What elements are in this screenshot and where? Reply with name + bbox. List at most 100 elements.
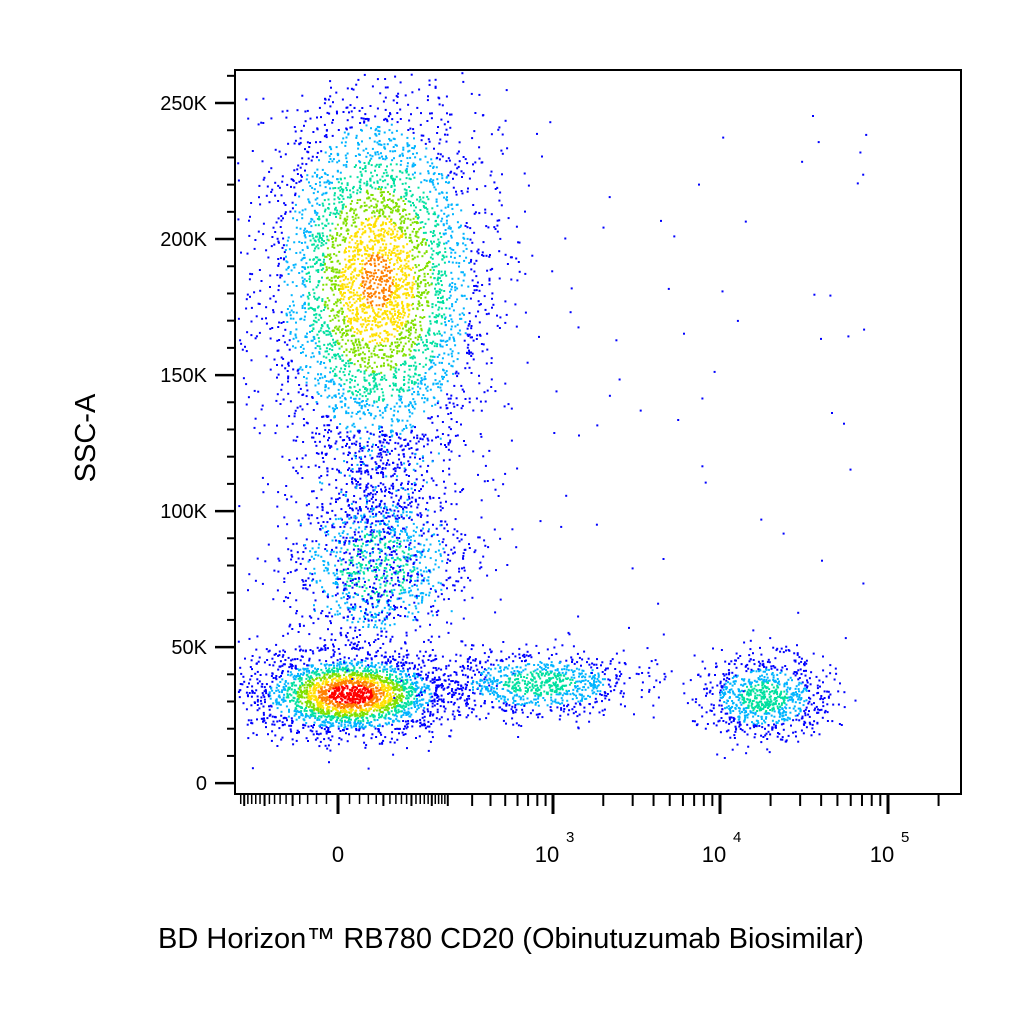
event-dot — [272, 311, 275, 314]
event-dot — [241, 348, 244, 351]
event-dot — [435, 484, 438, 487]
event-dot — [438, 192, 441, 195]
event-dot — [397, 245, 400, 248]
event-dot — [354, 232, 357, 235]
event-dot — [381, 725, 384, 728]
event-dot — [354, 400, 357, 403]
event-dot — [448, 467, 451, 470]
event-dot — [388, 677, 391, 680]
event-dot — [350, 726, 353, 729]
event-dot — [397, 681, 400, 684]
event-dot — [398, 684, 401, 687]
event-dot — [336, 244, 339, 247]
event-dot — [389, 673, 391, 676]
event-dot — [351, 215, 354, 218]
event-dot — [421, 679, 423, 682]
event-dot — [345, 709, 348, 712]
event-dot — [420, 338, 423, 341]
event-dot — [363, 120, 366, 123]
event-dot — [385, 681, 388, 683]
event-dot — [349, 711, 352, 714]
event-dot — [391, 434, 394, 437]
event-dot — [245, 691, 248, 694]
event-dot — [305, 262, 308, 265]
event-dot — [353, 344, 355, 347]
event-dot — [372, 252, 375, 254]
event-dot — [327, 439, 329, 442]
event-dot — [444, 707, 447, 710]
event-dot — [321, 690, 324, 693]
event-dot — [374, 705, 377, 708]
event-dot — [393, 323, 396, 326]
event-dot — [297, 372, 300, 375]
event-dot — [292, 699, 295, 702]
event-dot — [354, 318, 357, 321]
event-dot — [327, 715, 330, 718]
event-dot — [346, 218, 349, 221]
event-dot — [467, 335, 470, 337]
event-dot — [444, 251, 447, 253]
event-dot — [307, 466, 310, 469]
event-dot — [366, 521, 369, 524]
event-dot — [364, 689, 367, 692]
event-dot — [477, 248, 480, 251]
event-dot — [448, 362, 451, 365]
event-dot — [305, 178, 308, 181]
event-dot — [421, 716, 424, 719]
event-dot — [322, 696, 325, 699]
event-dot — [406, 227, 409, 230]
event-dot — [390, 431, 392, 434]
event-dot — [339, 436, 342, 439]
event-dot — [301, 714, 304, 717]
event-dot — [286, 694, 289, 697]
event-dot — [292, 743, 295, 746]
event-dot — [410, 304, 413, 307]
event-dot — [402, 662, 405, 665]
event-dot — [353, 666, 356, 669]
event-dot — [330, 283, 333, 286]
event-dot — [296, 695, 299, 698]
event-dot — [469, 260, 472, 263]
event-dot — [333, 198, 336, 201]
event-dot — [441, 421, 444, 423]
event-dot — [325, 660, 328, 663]
event-dot — [336, 271, 339, 274]
event-dot — [358, 297, 361, 300]
event-dot — [413, 688, 416, 691]
event-dot — [470, 711, 473, 714]
event-dot — [254, 417, 257, 420]
event-dot — [342, 709, 345, 712]
event-dot — [375, 278, 377, 281]
event-dot — [390, 312, 393, 315]
event-dot — [472, 339, 475, 342]
event-dot — [321, 671, 324, 674]
event-dot — [272, 309, 275, 312]
event-dot — [415, 294, 418, 297]
event-dot — [318, 659, 321, 662]
event-dot — [404, 232, 407, 235]
event-dot — [253, 389, 256, 392]
event-dot — [397, 284, 400, 286]
event-dot — [462, 232, 465, 235]
event-dot — [325, 667, 327, 670]
event-dot — [382, 292, 385, 295]
event-dot — [401, 429, 404, 432]
event-dot — [327, 744, 330, 747]
event-dot — [337, 717, 340, 719]
event-dot — [362, 711, 365, 714]
event-dot — [267, 733, 269, 736]
event-dot — [377, 326, 380, 329]
event-dot — [373, 401, 376, 404]
event-dot — [301, 189, 304, 192]
event-dot — [384, 86, 387, 89]
event-dot — [418, 496, 421, 499]
event-dot — [412, 307, 415, 310]
event-dot — [332, 670, 335, 672]
event-dot — [263, 695, 266, 698]
event-dot — [357, 719, 360, 722]
event-dot — [343, 291, 345, 294]
event-dot — [494, 188, 497, 190]
event-dot — [378, 707, 381, 709]
event-dot — [380, 488, 382, 491]
event-dot — [321, 457, 324, 459]
